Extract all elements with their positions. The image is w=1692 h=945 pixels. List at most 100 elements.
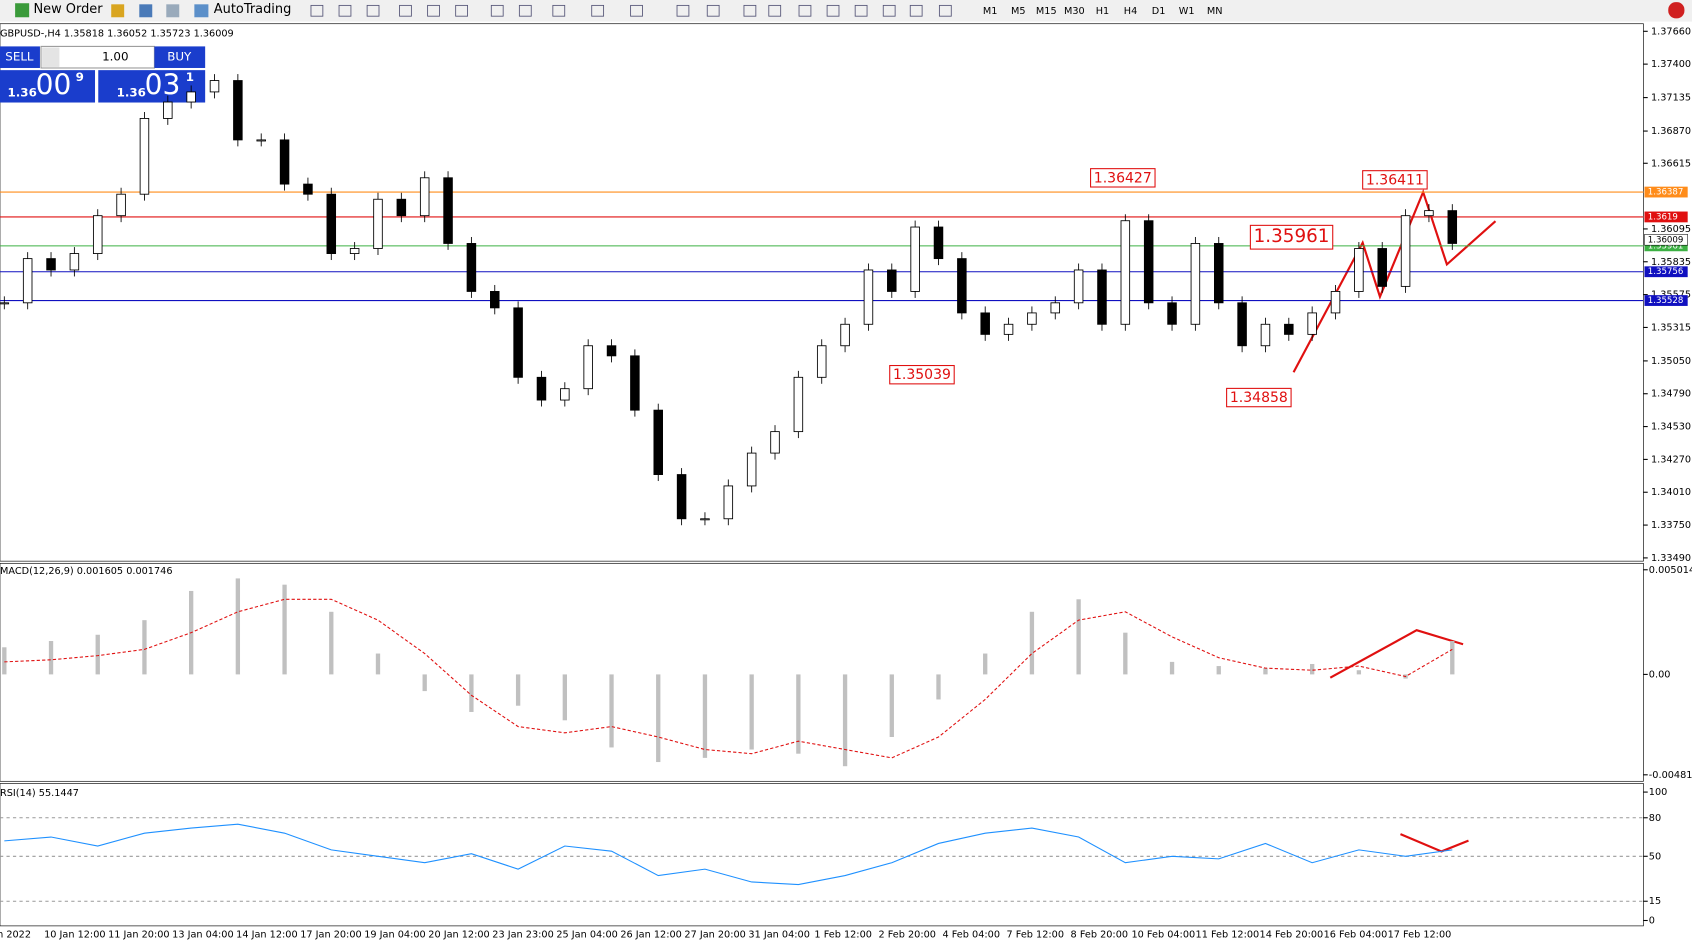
sell-button[interactable] bbox=[0, 46, 40, 68]
timeframe[interactable]: M5 bbox=[1011, 6, 1026, 17]
tool-icon[interactable] bbox=[427, 4, 440, 17]
sell-price-box[interactable] bbox=[0, 70, 96, 103]
candle bbox=[116, 193, 126, 217]
candle bbox=[373, 198, 383, 249]
tool-icon[interactable] bbox=[366, 4, 380, 17]
macd-tick-label: 0.005014 bbox=[1649, 565, 1692, 576]
date-label: n 2022 bbox=[0, 930, 31, 941]
candle bbox=[1284, 323, 1294, 335]
macd-bar bbox=[1310, 663, 1315, 675]
date-label: 16 Feb 04:00 bbox=[1324, 930, 1388, 941]
macd-bar bbox=[796, 674, 801, 754]
price-annotation: 1.34858 bbox=[1230, 390, 1288, 406]
level-tag bbox=[1644, 240, 1688, 252]
candle bbox=[840, 323, 850, 347]
candle bbox=[1330, 291, 1341, 314]
tool-icon[interactable] bbox=[676, 4, 690, 17]
new-order-icon[interactable] bbox=[15, 3, 30, 18]
candle bbox=[1400, 215, 1411, 287]
level-label: 1.35756 bbox=[1648, 267, 1684, 277]
buy-button[interactable] bbox=[154, 46, 206, 68]
icon[interactable] bbox=[166, 4, 180, 18]
timeframe[interactable]: W1 bbox=[1179, 6, 1195, 17]
macd-bar bbox=[562, 674, 567, 721]
lot[interactable]: 1.00 bbox=[102, 50, 128, 64]
tool-icon[interactable] bbox=[706, 4, 720, 17]
candle bbox=[1447, 210, 1458, 244]
tool-icon[interactable] bbox=[338, 4, 352, 17]
level-tag bbox=[1644, 266, 1688, 278]
candle bbox=[443, 177, 453, 244]
trade-panel: SELL 1.00 BUY 1.36 00 9 1.36 03 1 bbox=[0, 45, 206, 103]
tool-icon[interactable] bbox=[591, 4, 605, 17]
timeframe[interactable]: M30 bbox=[1064, 6, 1085, 17]
candle bbox=[1213, 243, 1224, 304]
tool-icon[interactable] bbox=[552, 4, 566, 17]
timeframe[interactable]: MN bbox=[1207, 6, 1223, 17]
candle bbox=[1190, 243, 1201, 325]
macd-bar bbox=[375, 653, 381, 675]
date-label: 11 Feb 12:00 bbox=[1196, 930, 1260, 941]
tool-icon[interactable] bbox=[518, 4, 532, 17]
candle bbox=[700, 518, 710, 521]
timeframe[interactable]: H1 bbox=[1096, 6, 1109, 17]
tool-icon[interactable] bbox=[909, 4, 923, 17]
arrow bbox=[1292, 188, 1497, 373]
auto-trading[interactable]: AutoTrading bbox=[214, 2, 292, 17]
macd-bar bbox=[1216, 666, 1221, 675]
macd-bar bbox=[95, 634, 100, 675]
tool-icon[interactable] bbox=[882, 4, 896, 17]
candle bbox=[186, 91, 196, 103]
tool-icon[interactable] bbox=[938, 4, 952, 17]
candle bbox=[396, 198, 407, 217]
timeframe[interactable]: H4 bbox=[1124, 6, 1137, 17]
candle bbox=[326, 193, 337, 254]
new-order[interactable]: New Order bbox=[33, 2, 103, 17]
macd-signal bbox=[4, 598, 1453, 759]
candle bbox=[630, 355, 640, 411]
candle bbox=[653, 409, 663, 475]
rsi-tick-label: 80 bbox=[1649, 813, 1661, 824]
timeframe[interactable]: D1 bbox=[1152, 6, 1166, 17]
candle bbox=[1237, 302, 1247, 347]
tool-icon[interactable] bbox=[743, 4, 757, 17]
tool-icon[interactable] bbox=[399, 4, 412, 17]
tool-icon[interactable] bbox=[798, 4, 812, 17]
toolbar bbox=[0, 0, 1692, 22]
candle bbox=[1260, 323, 1271, 347]
macd-bar bbox=[889, 674, 894, 738]
rsi-pane bbox=[0, 783, 1644, 927]
lot-spin[interactable] bbox=[42, 47, 60, 67]
tool-icon[interactable] bbox=[490, 4, 504, 17]
candle bbox=[209, 80, 220, 93]
alert-icon[interactable] bbox=[1668, 2, 1685, 19]
price-annotation: 1.36427 bbox=[1094, 170, 1152, 186]
tool-icon[interactable] bbox=[455, 4, 468, 17]
tool-icon[interactable] bbox=[630, 4, 643, 17]
candle bbox=[536, 376, 547, 401]
icon[interactable] bbox=[139, 4, 153, 18]
price-tick-label: 1.33750 bbox=[1651, 520, 1691, 531]
sell[interactable]: SELL bbox=[5, 50, 34, 64]
buy[interactable]: BUY bbox=[167, 50, 192, 64]
macd-bar bbox=[936, 674, 941, 700]
auto-trading-icon[interactable] bbox=[194, 4, 209, 18]
candle bbox=[863, 269, 874, 325]
timeframe[interactable]: M1 bbox=[983, 6, 998, 17]
candle bbox=[1097, 269, 1107, 325]
candle bbox=[256, 139, 266, 142]
tool-icon[interactable] bbox=[854, 4, 868, 17]
tool-icon[interactable] bbox=[310, 4, 324, 17]
macd-bar bbox=[609, 674, 614, 748]
annotation-box bbox=[889, 364, 955, 385]
date-label: 1 Feb 12:00 bbox=[814, 930, 872, 941]
tool-icon[interactable] bbox=[826, 4, 840, 17]
date-label: 7 Feb 12:00 bbox=[1007, 930, 1065, 941]
candle bbox=[419, 177, 430, 217]
icon[interactable] bbox=[111, 4, 125, 18]
date-label: 11 Jan 20:00 bbox=[108, 930, 169, 941]
timeframe[interactable]: M15 bbox=[1036, 6, 1057, 17]
date-label: 25 Jan 04:00 bbox=[556, 930, 617, 941]
price-pane bbox=[0, 23, 1644, 562]
tool-icon[interactable] bbox=[768, 4, 782, 17]
